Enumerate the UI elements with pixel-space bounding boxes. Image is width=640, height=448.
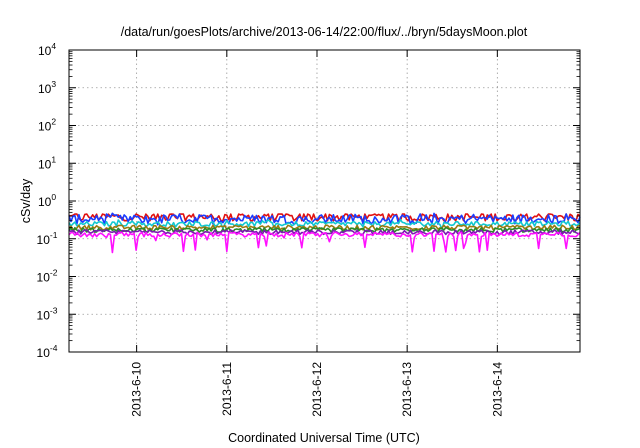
chart-title: /data/run/goesPlots/archive/2013-06-14/2…	[121, 25, 528, 39]
series-layer	[68, 212, 581, 254]
y-tick-label: 100	[38, 192, 56, 209]
y-tick-label: 10-3	[37, 305, 58, 322]
y-tick-label: 104	[38, 41, 56, 58]
y-tick-label: 10-1	[37, 230, 58, 247]
series-line	[68, 231, 581, 254]
y-axis-label: cSv/day	[19, 178, 33, 223]
y-tick-label: 101	[38, 154, 56, 171]
y-tick-label: 103	[38, 79, 56, 96]
plot-frame	[68, 49, 581, 353]
y-tick-label: 10-2	[37, 268, 58, 285]
grid-layer	[69, 50, 580, 352]
x-axis-label: Coordinated Universal Time (UTC)	[228, 431, 420, 445]
x-tick-label: 2013-6-11	[220, 362, 234, 416]
axis-layer: 10-4 10-3 10-2 10-1 100 101 102 103 104 2013-6-10…	[37, 41, 580, 417]
x-tick-label: 2013-6-14	[490, 362, 504, 417]
y-tick-label: 10-4	[37, 343, 58, 360]
x-tick-label: 2013-6-10	[130, 362, 144, 417]
x-tick-label: 2013-6-12	[310, 362, 324, 417]
y-tick-label: 102	[38, 117, 56, 134]
series-line	[68, 213, 581, 222]
series-line	[68, 212, 581, 226]
series-line	[68, 218, 581, 230]
x-tick-label: 2013-6-13	[400, 362, 414, 417]
series-line	[68, 226, 581, 233]
